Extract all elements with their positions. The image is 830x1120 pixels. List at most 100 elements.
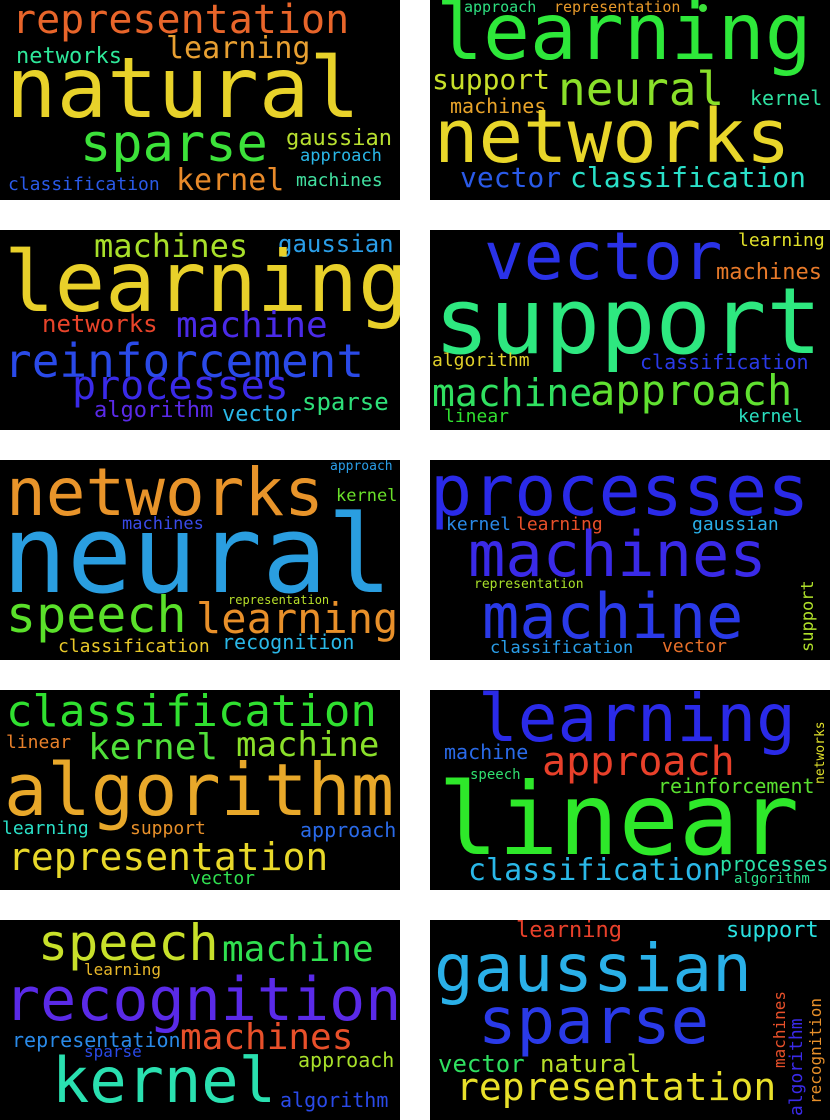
word: networks	[42, 310, 158, 338]
word: machine	[236, 725, 380, 765]
word: gaussian	[278, 230, 394, 258]
word: approach	[590, 366, 793, 415]
word: learning	[4, 233, 400, 331]
word: approach	[542, 739, 735, 785]
word: sparse	[84, 1042, 142, 1061]
word: approach	[298, 1048, 395, 1072]
word: approach	[300, 146, 382, 166]
word: kernel	[738, 406, 804, 427]
word: vector	[190, 868, 256, 889]
word-cloud-9: speech machine learning recognition repr…	[0, 920, 400, 1120]
word: gaussian	[434, 930, 752, 1007]
word: reinforcement	[4, 334, 365, 388]
word: learning	[738, 230, 825, 251]
word: kernel	[176, 163, 285, 198]
word: processes	[720, 852, 829, 876]
word: learning	[516, 514, 603, 535]
dot	[699, 4, 707, 12]
word: representation	[12, 0, 350, 43]
word: support	[798, 580, 818, 652]
word: linear	[438, 761, 800, 878]
word: support	[434, 268, 822, 375]
word: learning	[84, 960, 162, 979]
word: machine	[176, 305, 328, 346]
word: representation	[228, 593, 330, 607]
word: neural	[558, 62, 725, 116]
word: machines	[94, 230, 249, 265]
word: natural	[6, 39, 361, 137]
word: representation	[12, 1028, 181, 1052]
word: machines	[296, 170, 383, 191]
word: classification	[490, 638, 634, 658]
word: kernel	[750, 86, 823, 110]
word: classification	[468, 853, 721, 888]
word: vector	[438, 1050, 525, 1078]
word: gaussian	[692, 514, 779, 535]
word: learning	[166, 31, 311, 66]
word: approach	[300, 818, 397, 842]
word: algorithm	[734, 871, 810, 887]
word: algorithm	[4, 748, 395, 832]
word: machines	[468, 518, 767, 591]
word: linear	[444, 406, 510, 427]
word: speech	[38, 920, 219, 972]
word: algorithm	[786, 1018, 807, 1116]
word-cloud-2: approach representation learning support…	[430, 0, 830, 200]
word: kernel	[88, 727, 219, 768]
word: support	[726, 920, 819, 943]
word: networks	[6, 460, 324, 531]
word-cloud-8: learning networks machine approach speec…	[430, 690, 830, 890]
word: kernel	[446, 514, 512, 535]
word: learning	[196, 594, 399, 643]
word: machine	[444, 740, 529, 764]
word-cloud-5: approach networks kernel machines neural…	[0, 460, 400, 660]
word-cloud-10: learning support gaussian sparse machine…	[430, 920, 830, 1120]
word: recognition	[222, 630, 355, 654]
word: vector	[662, 636, 728, 657]
word: classification	[58, 636, 210, 657]
word: gaussian	[286, 126, 392, 151]
word: processes	[430, 460, 810, 532]
word-cloud-7: classification linear kernel machine alg…	[0, 690, 400, 890]
word: machines	[180, 1017, 354, 1058]
word: learning	[516, 920, 622, 943]
word: speech	[470, 767, 521, 783]
word: machine	[222, 929, 374, 970]
word: machine	[482, 580, 744, 653]
word: networks	[16, 44, 122, 69]
word: algorithm	[94, 398, 214, 423]
word-cloud-6: processes kernel learning gaussian machi…	[430, 460, 830, 660]
word-cloud-1: representation natural learning networks…	[0, 0, 400, 200]
word: support	[130, 818, 206, 839]
word: vector	[484, 230, 723, 295]
word: learning	[478, 690, 796, 757]
word: speech	[6, 586, 187, 644]
word-cloud-4: vector learning machines support algorit…	[430, 230, 830, 430]
word: machine	[432, 371, 593, 415]
word: natural	[540, 1050, 642, 1078]
word: learning	[436, 0, 812, 78]
word: networks	[813, 721, 828, 784]
word: machines	[716, 260, 822, 285]
word: neural	[2, 493, 393, 618]
word: sparse	[478, 985, 710, 1059]
word: approach	[464, 0, 537, 16]
word: processes	[72, 363, 289, 409]
word: vector	[460, 161, 562, 194]
word: classification	[6, 690, 377, 737]
word: algorithm	[280, 1088, 389, 1112]
word-cloud-3: machines gaussian learning networks mach…	[0, 230, 400, 430]
word: representation	[554, 0, 681, 16]
word: classification	[570, 161, 807, 194]
word: kernel	[336, 486, 398, 506]
word: learning	[2, 818, 89, 839]
word: algorithm	[432, 350, 530, 371]
word: recognition	[806, 998, 825, 1104]
word: linear	[6, 732, 72, 753]
word: vector	[222, 402, 302, 427]
word: sparse	[80, 114, 268, 174]
word: recognition	[4, 965, 400, 1035]
word: networks	[434, 94, 791, 180]
word: reinforcement	[658, 774, 815, 798]
word: classification	[8, 174, 160, 195]
